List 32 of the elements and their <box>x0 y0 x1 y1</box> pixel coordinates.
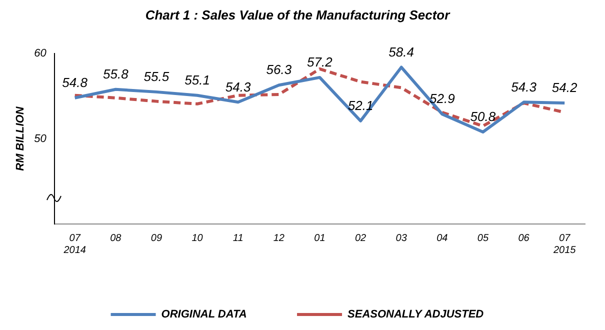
legend-label: ORIGINAL DATA <box>161 308 247 321</box>
x-tick-label: 07 2014 <box>62 232 86 256</box>
x-tick-label: 12 <box>273 232 285 244</box>
data-label: 54.2 <box>552 80 578 96</box>
data-label: 54.3 <box>511 79 538 94</box>
x-tick-label: 01 <box>314 232 326 244</box>
data-label: 54.3 <box>225 79 252 94</box>
data-label: 55.8 <box>103 66 130 82</box>
data-label: 55.1 <box>184 72 210 88</box>
data-label: 50.8 <box>470 109 496 124</box>
data-label: 54.8 <box>62 75 88 90</box>
x-tick-label: 07 2015 <box>552 232 576 256</box>
x-tick-label: 05 <box>477 232 489 244</box>
y-tick-label: 50 <box>34 132 48 145</box>
data-label: 52.1 <box>348 98 374 114</box>
x-tick-label: 11 <box>232 232 244 244</box>
data-label: 52.9 <box>430 91 455 106</box>
legend-label: SEASONALLY ADJUSTED <box>348 308 484 321</box>
data-label: 57.2 <box>307 54 334 70</box>
y-axis-title: RM BILLION <box>14 106 27 171</box>
x-tick-label: 10 <box>192 232 204 244</box>
x-tick-label: 03 <box>396 232 408 244</box>
chart-title: Chart 1 : Sales Value of the Manufacturing Sector <box>145 7 451 22</box>
x-tick-label: 04 <box>436 232 448 244</box>
x-tick-label: 08 <box>110 232 122 244</box>
y-tick-label: 60 <box>34 48 48 60</box>
x-tick-label: 02 <box>354 232 367 244</box>
data-label: 58.4 <box>388 44 414 60</box>
x-tick-label: 06 <box>518 232 530 244</box>
data-label: 55.5 <box>144 69 170 84</box>
data-label: 56.3 <box>266 62 292 78</box>
x-tick-label: 09 <box>150 232 162 244</box>
